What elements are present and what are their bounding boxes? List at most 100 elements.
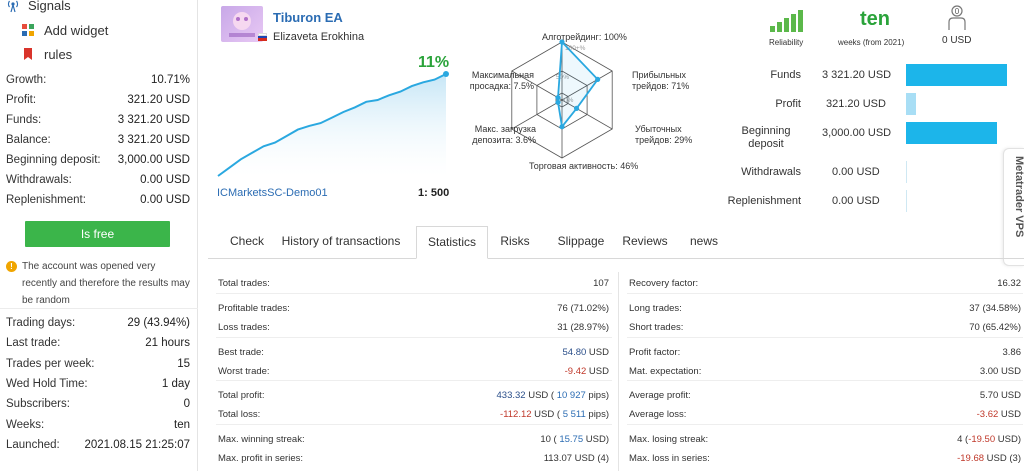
- sidebar-stat-value: 21 hours: [145, 337, 190, 350]
- radar-point[interactable]: [555, 95, 561, 101]
- funds-row-value: 321.20 USD: [826, 98, 886, 110]
- stat-label: Long trades:: [629, 303, 682, 314]
- nav-rules-label: rules: [44, 47, 73, 62]
- signal-avatar[interactable]: [221, 6, 263, 42]
- stat-value-main: 70 (65.42%): [969, 322, 1021, 333]
- vps-label[interactable]: Metatrader VPS: [1013, 156, 1024, 238]
- tab-risks[interactable]: Risks: [500, 234, 530, 248]
- stat-label: Max. loss in series:: [629, 453, 710, 464]
- stat-value: 5.70 USD: [980, 390, 1021, 401]
- sidebar-stat-label: Balance:: [6, 134, 51, 146]
- row-divider: [627, 337, 1023, 338]
- stat-value: 70 (65.42%): [969, 322, 1021, 333]
- nav-add-widget[interactable]: Add widget: [22, 23, 108, 38]
- sidebar-stat-value: 0.00 USD: [140, 194, 190, 206]
- stat-label: Loss trades:: [218, 322, 270, 333]
- stat-value: 54.80 USD: [563, 347, 609, 358]
- sidebar-stat-row: Growth: 10.71%: [6, 74, 190, 86]
- subscription-price: 0 USD: [942, 35, 972, 46]
- stat-label: Mat. expectation:: [629, 366, 702, 377]
- stat-value-main: 54.80: [562, 347, 587, 358]
- radar-scale-label: 50%: [556, 74, 569, 81]
- tab-check[interactable]: Check: [229, 234, 264, 248]
- funds-row-bar: [906, 64, 1007, 86]
- sidebar-stat-label: Trades per week:: [6, 357, 95, 370]
- sidebar-stat-row: Launched: 2021.08.15 21:25:07: [6, 439, 190, 451]
- radar-point[interactable]: [559, 124, 565, 130]
- stat-value-main: 3.86: [1002, 347, 1022, 358]
- stat-value: -19.68 USD (3): [957, 453, 1021, 464]
- stat-label: Average profit:: [629, 390, 691, 401]
- author-name[interactable]: Elizaveta Erokhina: [273, 31, 365, 43]
- reliability-bar: [798, 10, 803, 32]
- stat-value-main: 107: [593, 278, 609, 289]
- stat-label: Total profit:: [218, 390, 265, 401]
- stat-value-main: 4 (: [957, 434, 969, 445]
- stat-label: Total loss:: [218, 409, 261, 420]
- stat-value-main: -9.42: [564, 366, 587, 377]
- row-divider: [216, 424, 612, 425]
- radar-label-load: Макс. загрузка депозита: 3.6%: [472, 124, 536, 145]
- tab-news[interactable]: news: [689, 234, 718, 248]
- funds-row-label: Withdrawals: [741, 166, 801, 178]
- signal-title[interactable]: Tiburon EA: [273, 10, 343, 25]
- sidebar-stat-row: Wed Hold Time: 1 day: [6, 378, 190, 390]
- stat-value-main: 5.70 USD: [979, 390, 1021, 401]
- warning-text: The account was opened very recently and…: [22, 261, 190, 306]
- stat-value-unit: USD (: [531, 409, 563, 420]
- row-divider: [216, 293, 612, 294]
- funds-row-bar: [906, 190, 907, 212]
- subscribe-free-button[interactable]: Is free: [25, 221, 170, 247]
- server-name[interactable]: ICMarketsSC-Demo01: [217, 187, 328, 199]
- sidebar-stat-label: Withdrawals:: [6, 174, 72, 186]
- funds-row-label: Replenishment: [727, 195, 801, 207]
- tab-history-of-transactions[interactable]: History of transactions: [281, 234, 401, 248]
- reliability-bar: [791, 14, 796, 32]
- stat-label: Max. profit in series:: [218, 453, 303, 464]
- radar-label-drawdown: Максимальная просадка: 7.5%: [469, 70, 534, 91]
- row-divider: [627, 293, 1023, 294]
- stat-value: 113.07 USD (4): [544, 453, 609, 464]
- stat-label: Total trades:: [218, 278, 270, 289]
- stat-value-main: 31 (28.97%): [557, 322, 609, 333]
- sidebar-stat-row: Withdrawals: 0.00 USD: [6, 174, 190, 186]
- stat-label: Profitable trades:: [218, 303, 290, 314]
- stat-value-main: 76 (71.02%): [557, 303, 609, 314]
- tab-slippage[interactable]: Slippage: [557, 234, 605, 248]
- stat-value-main: 10 (: [540, 434, 557, 445]
- radar-label-profitable: Прибыльных трейдов: 71%: [632, 70, 690, 91]
- funds-row-bar: [906, 161, 907, 183]
- reliability-bar: [784, 18, 789, 32]
- tab-statistics[interactable]: Statistics: [416, 226, 488, 259]
- vps-side-tab[interactable]: [1003, 148, 1024, 266]
- divider: [0, 308, 198, 309]
- stat-value: -3.62 USD: [977, 409, 1021, 420]
- stat-value-tail: USD): [995, 434, 1021, 445]
- radar-point[interactable]: [595, 76, 601, 83]
- radar-label-algo: Алготрейдинг: 100%: [542, 32, 627, 42]
- tab-reviews[interactable]: Reviews: [622, 234, 668, 248]
- funds-row-label: Profit: [775, 98, 801, 110]
- stat-value-pips: 15.75: [556, 434, 584, 445]
- stat-value-unit: USD: [586, 366, 609, 377]
- stat-label: Short trades:: [629, 322, 684, 333]
- stat-value-main: -19.68: [957, 453, 985, 464]
- stat-label: Max. winning streak:: [218, 434, 305, 445]
- sidebar-stat-label: Replenishment:: [6, 194, 86, 206]
- radar-point[interactable]: [555, 99, 561, 105]
- nav-rules[interactable]: rules: [22, 47, 72, 62]
- stat-value-main: 433.32: [496, 390, 526, 401]
- stat-value: 3.00 USD: [980, 366, 1021, 377]
- radar-point[interactable]: [559, 39, 565, 45]
- sidebar-stat-value: 15: [177, 357, 190, 370]
- nav-add-widget-label: Add widget: [44, 23, 109, 38]
- radar-point[interactable]: [573, 105, 580, 112]
- russia-flag-icon: [258, 33, 267, 41]
- nav-signals[interactable]: Signals: [6, 0, 71, 13]
- growth-endpoint[interactable]: [443, 71, 449, 77]
- stat-value: -9.42 USD: [565, 366, 609, 377]
- sidebar-stat-row: Trading days: 29 (43.94%): [6, 317, 190, 329]
- sidebar-stat-value: 0: [183, 398, 190, 411]
- radar-label-loss: Убыточных трейдов: 29%: [635, 124, 693, 145]
- funds-row-bar: [906, 122, 998, 144]
